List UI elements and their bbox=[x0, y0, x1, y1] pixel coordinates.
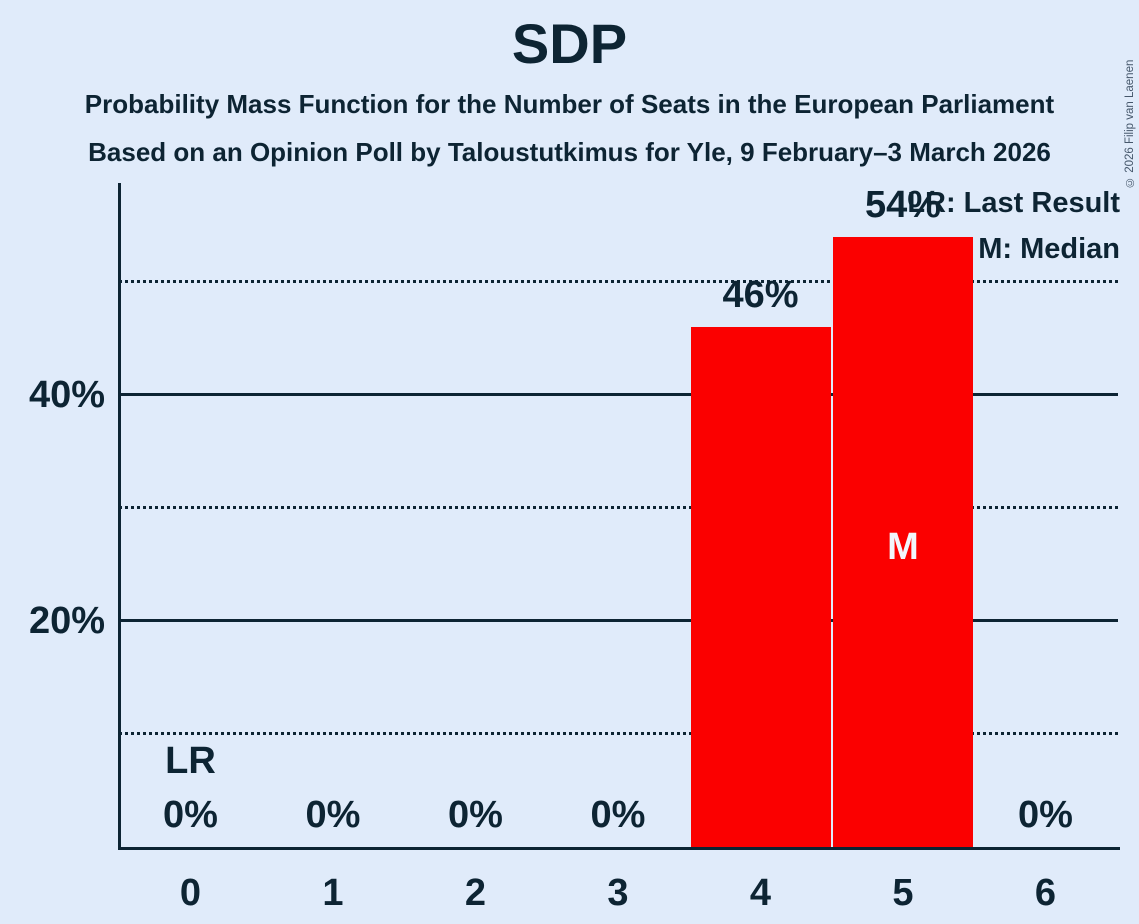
bar-value-label-seat-6: 0% bbox=[1018, 794, 1073, 836]
x-tick-label-1: 1 bbox=[322, 872, 344, 914]
gridline-dotted-30pct bbox=[119, 506, 1118, 509]
bar-seat-5 bbox=[833, 236, 973, 847]
gridline-dotted-10pct bbox=[119, 732, 1118, 735]
bar-value-label-seat-5: 54% bbox=[864, 183, 942, 226]
chart-subtitle-line1: Probability Mass Function for the Number… bbox=[84, 89, 1055, 119]
gridline-solid-40pct bbox=[119, 393, 1118, 396]
bar-value-label-seat-2: 0% bbox=[448, 794, 503, 836]
bar-value-label-seat-3: 0% bbox=[590, 794, 646, 836]
x-tick-label-2: 2 bbox=[464, 872, 487, 914]
chart-subtitle-line2: Based on an Opinion Poll by Taloustutkim… bbox=[88, 137, 1051, 167]
bar-value-label-seat-0: 0% bbox=[163, 794, 218, 836]
x-tick-label-5: 5 bbox=[892, 872, 914, 914]
y-axis-line bbox=[118, 183, 121, 850]
bar-value-label-seat-4: 46% bbox=[722, 274, 799, 317]
median-marker: M bbox=[887, 526, 919, 568]
gridline-solid-20pct bbox=[119, 619, 1118, 622]
copyright-notice: © 2026 Filip van Laenen bbox=[1124, 59, 1136, 188]
legend-last-result: LR: Last Result bbox=[907, 187, 1120, 219]
x-axis-line bbox=[119, 847, 1120, 850]
chart-title: SDP bbox=[511, 12, 628, 75]
last-result-marker: LR bbox=[165, 740, 216, 782]
y-tick-label-40pct: 40% bbox=[28, 374, 105, 416]
legend-median: M: Median bbox=[978, 233, 1120, 265]
y-tick-label-20pct: 20% bbox=[28, 600, 105, 642]
x-tick-label-6: 6 bbox=[1034, 872, 1057, 914]
gridline-dotted-50pct bbox=[119, 280, 1118, 283]
x-tick-label-0: 0 bbox=[179, 872, 202, 914]
x-tick-label-3: 3 bbox=[607, 872, 629, 914]
x-tick-label-4: 4 bbox=[749, 872, 772, 914]
bar-value-label-seat-1: 0% bbox=[305, 794, 361, 836]
bar-seat-4 bbox=[690, 327, 831, 847]
